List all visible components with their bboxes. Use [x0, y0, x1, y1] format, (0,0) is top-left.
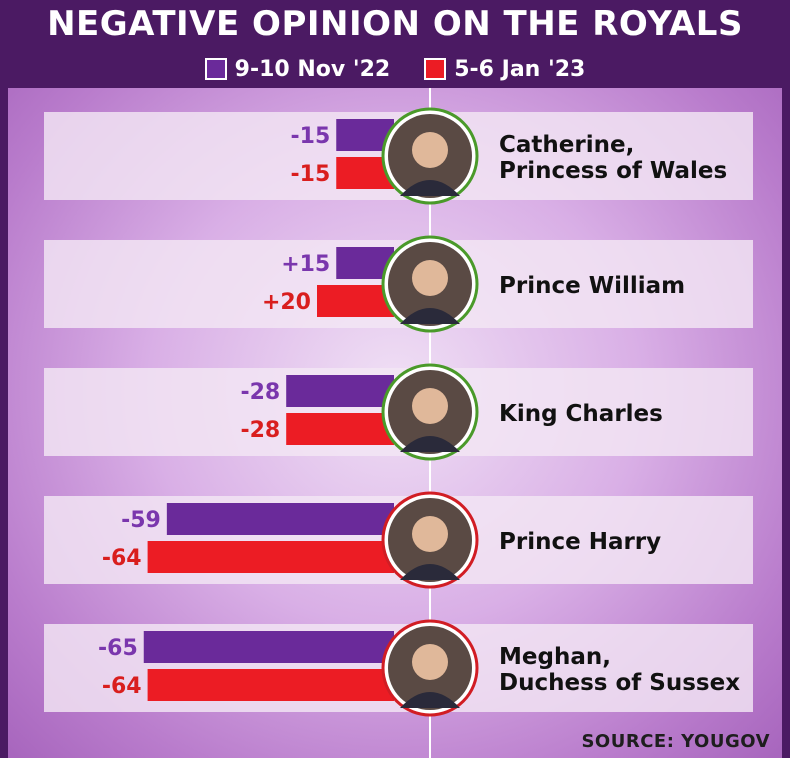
legend-swatch-nov — [204, 58, 227, 80]
avatar-face-meghan — [412, 644, 448, 680]
name-label-meghan-line0: Meghan, — [499, 644, 611, 670]
name-label-harry-line0: Prince Harry — [499, 529, 661, 555]
bar-harry-nov — [166, 503, 394, 535]
data-label-william-jan: +20 — [262, 290, 311, 315]
avatar-shoulders-meghan — [400, 692, 460, 708]
data-label-charles-jan: -28 — [240, 418, 280, 443]
header: NEGATIVE OPINION ON THE ROYALS 9-10 Nov … — [0, 0, 790, 88]
data-label-william-nov: +15 — [281, 252, 330, 277]
legend-item-nov: 9-10 Nov '22 — [204, 56, 391, 82]
name-label-meghan-line1: Duchess of Sussex — [499, 670, 740, 696]
legend-swatch-jan — [424, 58, 447, 80]
legend-label-nov: 9-10 Nov '22 — [234, 56, 391, 82]
name-label-catherine-line1: Princess of Wales — [499, 158, 727, 184]
avatar-face-charles — [412, 388, 448, 424]
data-label-charles-nov: -28 — [240, 380, 280, 405]
avatar-shoulders-william — [400, 308, 460, 324]
data-label-harry-nov: -59 — [121, 508, 161, 533]
legend-item-jan: 5-6 Jan '23 — [424, 57, 585, 82]
data-label-catherine-jan: -15 — [291, 162, 331, 187]
bar-charles-nov — [286, 375, 394, 407]
bar-meghan-jan — [147, 669, 394, 701]
data-label-catherine-nov: -15 — [291, 124, 331, 149]
bar-william-jan — [317, 285, 394, 317]
name-label-charles-line0: King Charles — [499, 401, 663, 427]
bar-charles-jan — [286, 413, 394, 445]
data-label-harry-jan: -64 — [102, 546, 142, 571]
avatar-shoulders-catherine — [400, 180, 460, 196]
bar-meghan-nov — [143, 631, 394, 663]
avatar-shoulders-charles — [400, 436, 460, 452]
avatar-face-catherine — [412, 132, 448, 168]
data-label-meghan-nov: -65 — [98, 636, 138, 661]
data-label-meghan-jan: -64 — [102, 674, 142, 699]
source-label: SOURCE: YOUGOV — [581, 731, 770, 752]
bar-harry-jan — [147, 541, 394, 573]
bar-chart: -15 -15 Catherine,Princess of Wales +15 +20 P… — [44, 88, 753, 758]
avatar-shoulders-harry — [400, 564, 460, 580]
chart-title: NEGATIVE OPINION ON THE ROYALS — [47, 4, 743, 44]
name-label-catherine-line0: Catherine, — [499, 132, 634, 158]
legend-label-jan: 5-6 Jan '23 — [454, 56, 586, 82]
avatar-face-harry — [412, 516, 448, 552]
legend: 9-10 Nov '22 5-6 Jan '23 — [0, 55, 790, 83]
avatar-face-william — [412, 260, 448, 296]
chart-panel: -15 -15 Catherine, Princess of Wales +15 +20 P… — [8, 88, 782, 758]
name-label-william-line0: Prince William — [499, 273, 685, 299]
